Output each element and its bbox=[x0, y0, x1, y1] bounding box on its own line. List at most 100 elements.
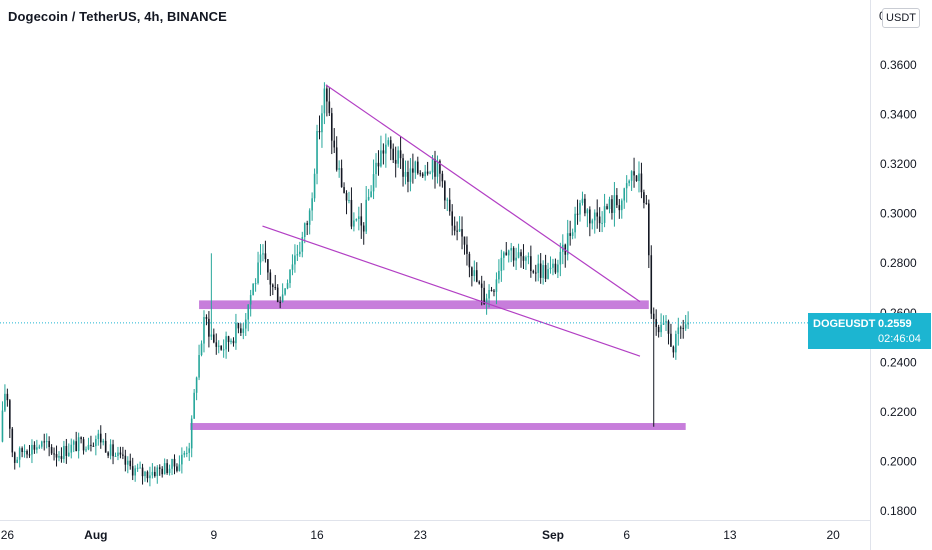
candle-body bbox=[385, 144, 387, 154]
candle-body bbox=[421, 173, 424, 177]
candle-body bbox=[77, 437, 80, 452]
candle-body bbox=[1, 410, 4, 442]
candle-body bbox=[333, 140, 336, 148]
candle-body bbox=[633, 171, 635, 176]
candle-body bbox=[414, 161, 417, 173]
candle-body bbox=[200, 343, 203, 356]
candle-body bbox=[289, 269, 291, 284]
candle-body bbox=[154, 471, 156, 477]
candle-body bbox=[168, 468, 171, 473]
candle-body bbox=[146, 471, 149, 479]
candle-body bbox=[468, 253, 471, 268]
candle-body bbox=[185, 452, 188, 454]
candle-body bbox=[645, 202, 648, 204]
candle-body bbox=[537, 263, 540, 273]
candle-body bbox=[190, 418, 193, 449]
trendlines[interactable] bbox=[262, 84, 641, 357]
candle-body bbox=[687, 322, 689, 325]
candle-body bbox=[611, 199, 613, 213]
candle-body bbox=[613, 195, 616, 213]
candle-body bbox=[655, 319, 657, 327]
candle-body bbox=[473, 270, 476, 277]
price-tick-label: 0.2200 bbox=[880, 405, 917, 419]
time-axis[interactable]: 26 Aug 9 16 23 Sep 6 13 20 bbox=[1, 528, 840, 542]
candle-body bbox=[242, 328, 245, 333]
candle-body bbox=[131, 466, 134, 476]
currency-button[interactable]: USDT bbox=[882, 8, 920, 28]
candle-body bbox=[409, 168, 412, 182]
price-tag-symbol: DOGEUSDT bbox=[813, 318, 876, 330]
candle-body bbox=[527, 256, 530, 258]
candle-body bbox=[330, 113, 333, 141]
candle-body bbox=[392, 148, 395, 160]
candle-body bbox=[493, 290, 495, 292]
candle-body bbox=[667, 321, 670, 334]
candle-body bbox=[9, 400, 11, 429]
candle-body bbox=[166, 463, 168, 473]
candle-body bbox=[544, 265, 547, 279]
candle-body bbox=[360, 216, 363, 226]
time-tick-label: Sep bbox=[542, 528, 564, 542]
candle-body bbox=[625, 183, 628, 189]
candle-body bbox=[134, 468, 136, 476]
candle-body bbox=[156, 467, 159, 477]
candle-body bbox=[227, 336, 230, 343]
candle-body bbox=[485, 298, 488, 305]
candle-body bbox=[608, 199, 611, 210]
candle-body bbox=[456, 230, 458, 232]
price-axis[interactable]: 0.36000.34000.32000.30000.28000.26000.24… bbox=[880, 58, 917, 518]
candle-body bbox=[4, 393, 6, 411]
candle-body bbox=[53, 453, 55, 455]
candle-body bbox=[82, 439, 85, 451]
candle-body bbox=[31, 444, 33, 455]
time-tick-label: 23 bbox=[414, 528, 428, 542]
candle-body bbox=[436, 160, 439, 177]
candle-body bbox=[217, 345, 220, 347]
candle-body bbox=[240, 328, 242, 333]
last-price-tag: DOGEUSDT 0.2559 02:46:04 bbox=[808, 313, 931, 349]
candle-body bbox=[107, 452, 109, 456]
candle-body bbox=[345, 192, 348, 201]
candle-body bbox=[203, 317, 205, 344]
candle-body bbox=[675, 333, 677, 353]
candle-body bbox=[463, 236, 466, 245]
candle-body bbox=[232, 340, 235, 344]
candle-body bbox=[264, 253, 267, 260]
candle-body bbox=[60, 456, 63, 459]
candle-body bbox=[43, 441, 46, 443]
candle-body bbox=[11, 428, 14, 453]
candle-body bbox=[397, 150, 399, 164]
candle-body bbox=[679, 327, 682, 329]
candle-body bbox=[399, 150, 402, 159]
candle-body bbox=[244, 319, 247, 329]
candle-body bbox=[640, 173, 643, 193]
candle-body bbox=[387, 140, 390, 145]
candle-body bbox=[439, 160, 441, 174]
candle-body bbox=[382, 150, 385, 154]
support-zones[interactable] bbox=[190, 300, 686, 430]
candle-body bbox=[367, 197, 370, 200]
candle-body bbox=[308, 210, 311, 225]
candle-body bbox=[571, 232, 574, 236]
candle-body bbox=[372, 174, 375, 192]
candle-body bbox=[313, 173, 316, 199]
candle-body bbox=[237, 322, 240, 329]
candle-body bbox=[446, 199, 449, 201]
time-tick-label: Aug bbox=[84, 528, 107, 542]
candle-body bbox=[335, 147, 338, 170]
candle-body bbox=[23, 451, 26, 453]
candle-body bbox=[510, 248, 512, 251]
candle-body bbox=[85, 449, 87, 451]
candle-body bbox=[534, 272, 537, 274]
candle-body bbox=[171, 458, 173, 469]
candle-body bbox=[451, 211, 454, 226]
candle-body bbox=[281, 294, 284, 303]
candle-body bbox=[660, 324, 662, 333]
candle-body bbox=[247, 304, 250, 320]
candle-body bbox=[65, 445, 68, 456]
candle-body bbox=[68, 452, 70, 456]
candle-body bbox=[176, 466, 178, 471]
candle-body bbox=[682, 327, 685, 329]
time-tick-label: 13 bbox=[723, 528, 737, 542]
